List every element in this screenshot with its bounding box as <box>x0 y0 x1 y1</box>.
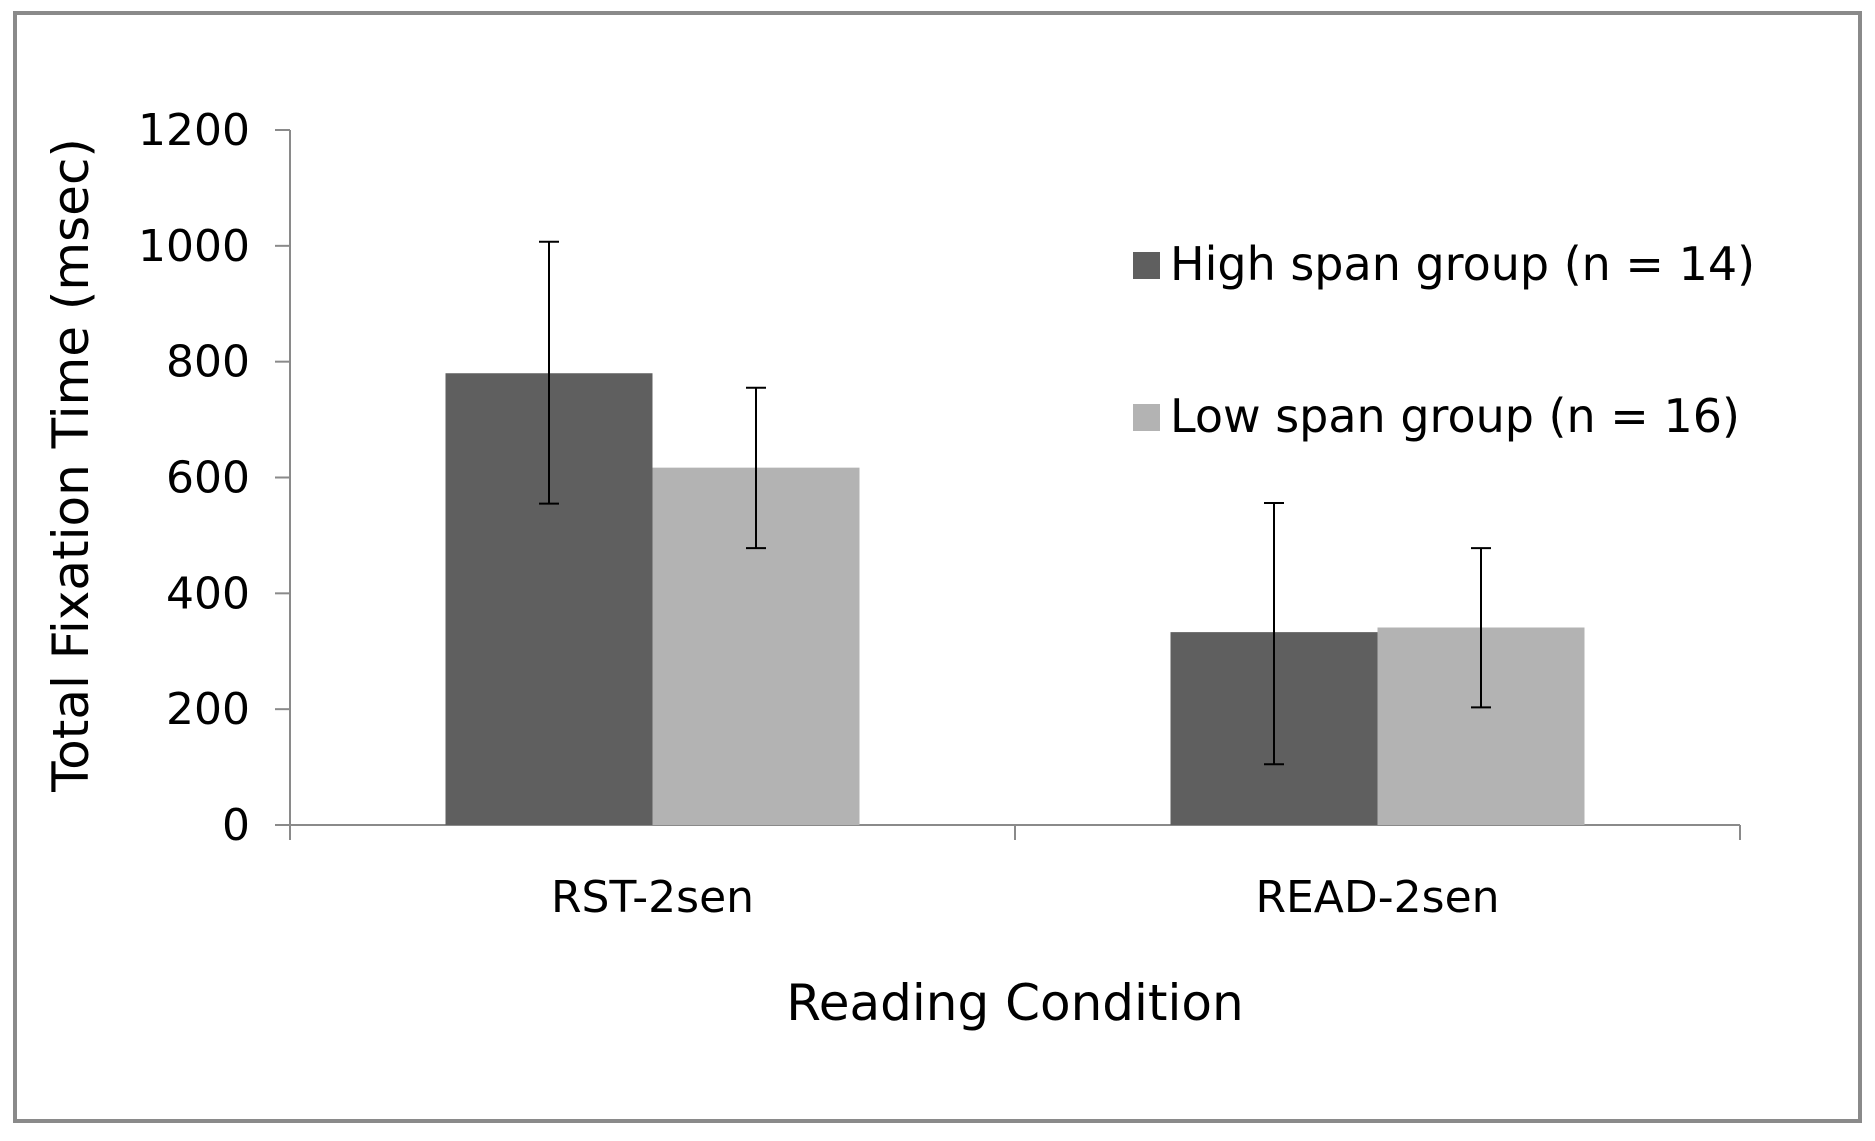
y-tick-label: 400 <box>166 568 250 619</box>
chart-frame <box>13 11 1862 1123</box>
x-tick-label: READ-2sen <box>1255 872 1499 923</box>
y-tick-label: 1000 <box>138 221 250 272</box>
legend-label: High span group (n = 14) <box>1170 237 1755 291</box>
y-axis-label: Total Fixation Time (msec) <box>42 138 100 793</box>
x-tick-label: RST-2sen <box>551 872 754 923</box>
y-tick-label: 600 <box>166 453 250 504</box>
x-axis-label: Reading Condition <box>786 974 1243 1032</box>
legend-label: Low span group (n = 16) <box>1170 389 1740 443</box>
y-tick-label: 0 <box>222 800 250 851</box>
y-tick-label: 200 <box>166 684 250 735</box>
legend: High span group (n = 14) Low span group (… <box>1133 237 1755 443</box>
plot-area: 0 200 400 600 800 1000 1200 RST-2sen READ-2sen <box>138 105 1741 923</box>
y-tick-label: 1200 <box>138 105 250 156</box>
legend-swatch <box>1133 252 1160 279</box>
legend-swatch <box>1133 404 1160 431</box>
y-tick-label: 800 <box>166 337 250 388</box>
